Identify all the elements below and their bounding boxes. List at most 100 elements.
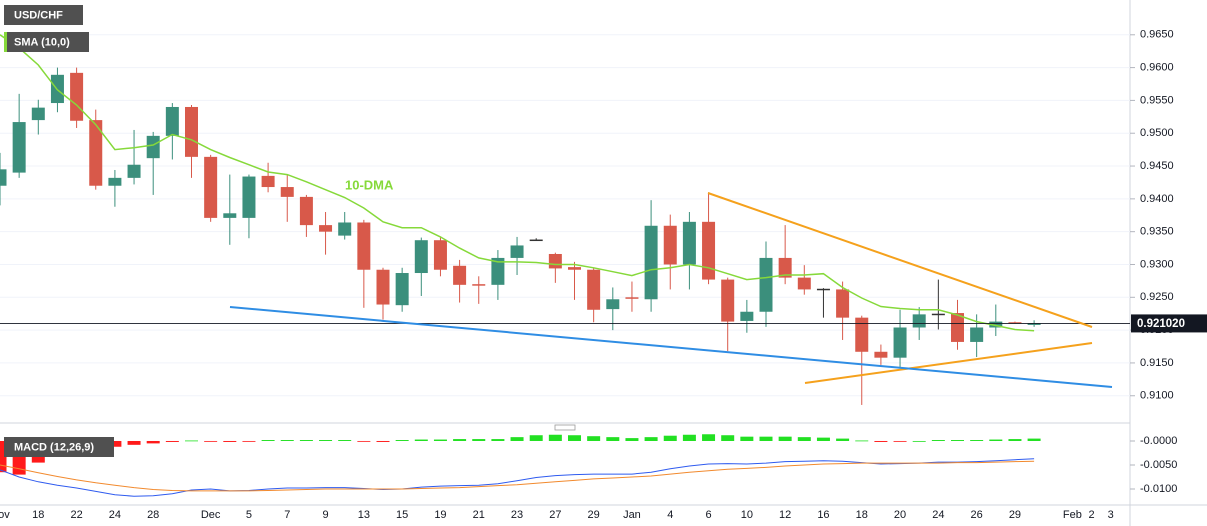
last-price-badge — [1131, 314, 1207, 333]
histogram-bar — [606, 437, 620, 441]
candle-body — [338, 222, 352, 236]
candle-body — [108, 177, 122, 186]
x-tick-label: 26 — [971, 509, 983, 521]
trend-line — [804, 342, 1093, 384]
histogram-bar — [204, 440, 218, 442]
candle-body — [740, 311, 754, 321]
candle-body — [797, 277, 811, 290]
histogram-bar — [970, 440, 984, 441]
candle-body — [89, 120, 103, 186]
histogram-bar — [472, 439, 486, 441]
histogram-bar — [127, 440, 141, 445]
histogram-bar — [568, 435, 581, 441]
candle-body — [970, 327, 984, 342]
candle-body — [989, 321, 1003, 328]
candle-body — [299, 196, 313, 226]
histogram-bar — [625, 438, 639, 441]
histogram-bar — [338, 440, 352, 441]
candle-body — [759, 257, 773, 312]
y-tick-label: 0.9600 — [1140, 62, 1174, 74]
symbol-label: USD/CHF — [14, 9, 63, 21]
x-tick-label: 27 — [549, 509, 561, 521]
candle-body — [319, 225, 333, 232]
y-tick-label: 0.9100 — [1140, 390, 1174, 402]
candle-body — [12, 122, 26, 173]
candle-body — [606, 299, 620, 310]
x-tick-label: 10 — [741, 509, 753, 521]
candle-body — [70, 72, 84, 121]
x-tick-label: 19 — [434, 509, 446, 521]
plot-area — [0, 34, 1130, 497]
histogram-bar — [587, 436, 601, 441]
candle-body — [548, 253, 562, 269]
x-tick-label: 7 — [284, 509, 290, 521]
candle-body — [529, 239, 543, 242]
histogram-bar — [912, 440, 926, 442]
histogram-bar — [702, 434, 716, 441]
y-tick-label: -0.0050 — [1140, 459, 1177, 471]
histogram-bar — [1008, 439, 1022, 441]
histogram-bar — [0, 440, 7, 473]
y-tick-label: 0.9300 — [1140, 258, 1174, 270]
candle-body — [395, 273, 409, 306]
histogram-bar — [989, 439, 1003, 441]
histogram-bar — [951, 440, 964, 441]
candle-body — [702, 221, 716, 280]
candle-body — [644, 225, 658, 300]
candle-body — [836, 289, 850, 318]
candle-body — [568, 267, 581, 270]
candle-body — [874, 351, 888, 358]
candle-body — [587, 269, 601, 310]
candle-body — [951, 313, 964, 342]
y-tick-label: 0.9450 — [1140, 160, 1174, 172]
candle-body — [721, 279, 735, 322]
candle-body — [855, 317, 869, 352]
histogram-bar — [721, 435, 735, 441]
candle-body — [453, 265, 467, 285]
x-tick-label: 22 — [70, 509, 82, 521]
x-tick-label: 23 — [511, 509, 523, 521]
x-tick-label: 6 — [705, 509, 711, 521]
histogram-bar — [146, 440, 160, 444]
candle-body — [261, 175, 275, 188]
histogram-bar — [223, 440, 237, 442]
candle-body — [376, 269, 390, 305]
y-tick-label: 0.9250 — [1140, 291, 1174, 303]
last-price-label: 0.921020 — [1137, 318, 1185, 330]
trend-line — [229, 306, 1113, 388]
x-tick-label: 12 — [779, 509, 791, 521]
histogram-bar — [414, 439, 428, 441]
histogram-bar — [185, 440, 198, 442]
histogram-bar — [491, 439, 505, 441]
y-tick-label: 0.9150 — [1140, 357, 1174, 369]
y-tick-label: 0.9550 — [1140, 94, 1174, 106]
histogram-bar — [108, 440, 122, 447]
symbol-badge — [4, 5, 83, 25]
x-tick-label: Nov — [0, 509, 10, 521]
candle-body — [510, 245, 524, 258]
candle-body — [204, 156, 218, 218]
histogram-bar — [931, 440, 945, 441]
x-tick-label: 28 — [147, 509, 159, 521]
candle-body — [165, 106, 179, 136]
x-tick-label: Feb — [1063, 509, 1082, 521]
candle-body — [893, 327, 907, 358]
candle-body — [931, 313, 945, 316]
candle-body — [223, 213, 237, 218]
x-tick-label: 2 — [1088, 509, 1094, 521]
histogram-bar — [663, 435, 677, 441]
histogram-bar — [874, 440, 888, 442]
x-tick-label: 18 — [856, 509, 868, 521]
histogram-bar — [778, 436, 792, 441]
candle-body — [414, 240, 428, 274]
histogram-bar — [280, 440, 294, 441]
histogram-bar — [548, 434, 562, 441]
histogram-bar — [453, 439, 467, 441]
candle-body — [491, 257, 505, 285]
candle-body — [778, 257, 792, 278]
y-tick-label: 0.9400 — [1140, 193, 1174, 205]
histogram-bar — [816, 437, 830, 441]
